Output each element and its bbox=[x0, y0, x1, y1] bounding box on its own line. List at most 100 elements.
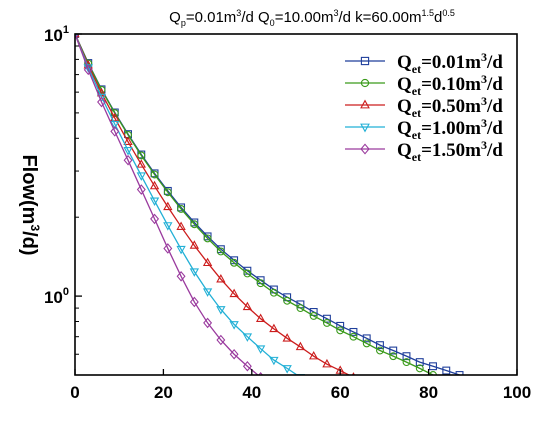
data-point bbox=[216, 306, 226, 315]
data-point bbox=[402, 352, 411, 361]
legend-label-part: 3 bbox=[481, 94, 487, 108]
legend-label-part: =0.10m bbox=[421, 74, 481, 95]
legend-label-part: Q bbox=[397, 74, 412, 95]
chart-title-part: /d Q bbox=[241, 9, 269, 26]
legend-label-part: Q bbox=[397, 118, 412, 139]
data-point bbox=[216, 247, 225, 256]
data-point bbox=[455, 371, 464, 375]
data-point bbox=[110, 112, 120, 122]
data-point bbox=[349, 332, 358, 341]
chart-title-part: Q bbox=[169, 9, 181, 26]
y-tick-label: 100 bbox=[44, 286, 69, 307]
legend-item: Qet=1.50m3/d bbox=[345, 138, 503, 164]
data-point bbox=[163, 243, 173, 254]
legend-item: Qet=0.01m3/d bbox=[345, 50, 503, 76]
data-point bbox=[190, 220, 199, 229]
data-point bbox=[110, 109, 119, 118]
data-point bbox=[282, 365, 292, 374]
data-point bbox=[243, 269, 252, 278]
legend-label-part: 3 bbox=[481, 50, 487, 64]
chart-title-part: =10.00m bbox=[275, 9, 334, 26]
data-point bbox=[242, 301, 253, 311]
legend-label: Qet=1.50m3/d bbox=[397, 138, 503, 164]
data-point bbox=[176, 221, 186, 230]
legend-item: Qet=1.00m3/d bbox=[345, 116, 503, 142]
data-point bbox=[123, 154, 133, 166]
series-5 bbox=[75, 34, 264, 375]
legend-label-part: /d bbox=[486, 140, 503, 161]
data-point bbox=[136, 184, 146, 195]
data-point bbox=[163, 188, 172, 197]
x-axis-ticks: 0 20 40 60 80 100 bbox=[70, 369, 531, 402]
legend-marker bbox=[360, 143, 370, 155]
data-point bbox=[269, 356, 279, 366]
data-point bbox=[216, 334, 226, 346]
data-point bbox=[229, 348, 239, 360]
data-point bbox=[189, 240, 200, 249]
data-point bbox=[176, 245, 186, 255]
y-axis-label-part: 3 bbox=[28, 224, 42, 231]
y-tick-label-exponent: 0 bbox=[63, 286, 69, 298]
chart-title-part: 3 bbox=[236, 8, 241, 18]
series-line bbox=[75, 34, 259, 375]
data-point bbox=[349, 327, 358, 336]
data-point bbox=[123, 136, 133, 146]
data-point bbox=[336, 326, 345, 335]
data-point bbox=[136, 172, 146, 181]
legend: Qet=0.01m3/dQet=0.10m3/dQet=0.50m3/dQet=… bbox=[345, 50, 503, 164]
data-point bbox=[203, 232, 212, 241]
legend-label: Qet=1.00m3/d bbox=[397, 116, 503, 142]
y-tick-label-exponent: 1 bbox=[63, 24, 69, 36]
data-point bbox=[295, 341, 306, 351]
data-point bbox=[216, 273, 226, 283]
series-line bbox=[75, 34, 435, 375]
data-point bbox=[362, 339, 371, 348]
legend-label-part: et bbox=[412, 128, 421, 142]
data-point bbox=[136, 159, 146, 168]
chart-title: Qp=0.01m3/d Q0=10.00m3/d k=60.00m1.5d0.5 bbox=[169, 8, 455, 28]
legend-label-part: =0.01m bbox=[421, 52, 481, 73]
data-point bbox=[429, 362, 437, 371]
legend-label-part: 3 bbox=[481, 116, 487, 130]
data-point bbox=[229, 321, 239, 330]
data-point bbox=[176, 271, 186, 282]
y-axis-label: Flow(m3/d) bbox=[18, 154, 42, 255]
data-point bbox=[415, 364, 424, 373]
data-point bbox=[389, 352, 398, 361]
series-2 bbox=[75, 34, 450, 383]
data-point bbox=[443, 376, 450, 383]
legend-label-part: Q bbox=[397, 140, 412, 161]
data-point bbox=[376, 346, 384, 355]
series-line bbox=[75, 34, 351, 375]
data-point bbox=[322, 318, 331, 327]
y-axis-label-part: /d) bbox=[18, 231, 40, 255]
data-point bbox=[123, 147, 133, 156]
data-point bbox=[255, 345, 266, 354]
legend-marker bbox=[360, 123, 370, 133]
legend-label-part: et bbox=[412, 150, 421, 164]
data-point bbox=[110, 120, 120, 130]
legend-label: Qet=0.10m3/d bbox=[397, 72, 503, 98]
legend-label-part: =1.00m bbox=[421, 118, 481, 139]
legend-label-part: /d bbox=[486, 96, 503, 117]
series-4 bbox=[75, 34, 306, 375]
data-point bbox=[283, 296, 292, 305]
data-point bbox=[376, 341, 384, 350]
data-point bbox=[149, 180, 160, 190]
data-point bbox=[202, 257, 213, 267]
legend-label-part: =1.50m bbox=[421, 140, 481, 161]
data-point bbox=[216, 245, 225, 254]
data-point bbox=[150, 170, 159, 179]
data-point bbox=[242, 360, 252, 372]
legend-item: Qet=0.50m3/d bbox=[345, 94, 503, 120]
data-point bbox=[322, 314, 331, 323]
legend-label: Qet=0.50m3/d bbox=[397, 94, 503, 120]
data-point bbox=[242, 333, 253, 342]
legend-marker bbox=[360, 78, 370, 88]
data-point bbox=[336, 321, 345, 330]
chart-title-part: 1.5 bbox=[421, 8, 434, 18]
data-point bbox=[163, 201, 173, 211]
data-point bbox=[163, 222, 173, 231]
